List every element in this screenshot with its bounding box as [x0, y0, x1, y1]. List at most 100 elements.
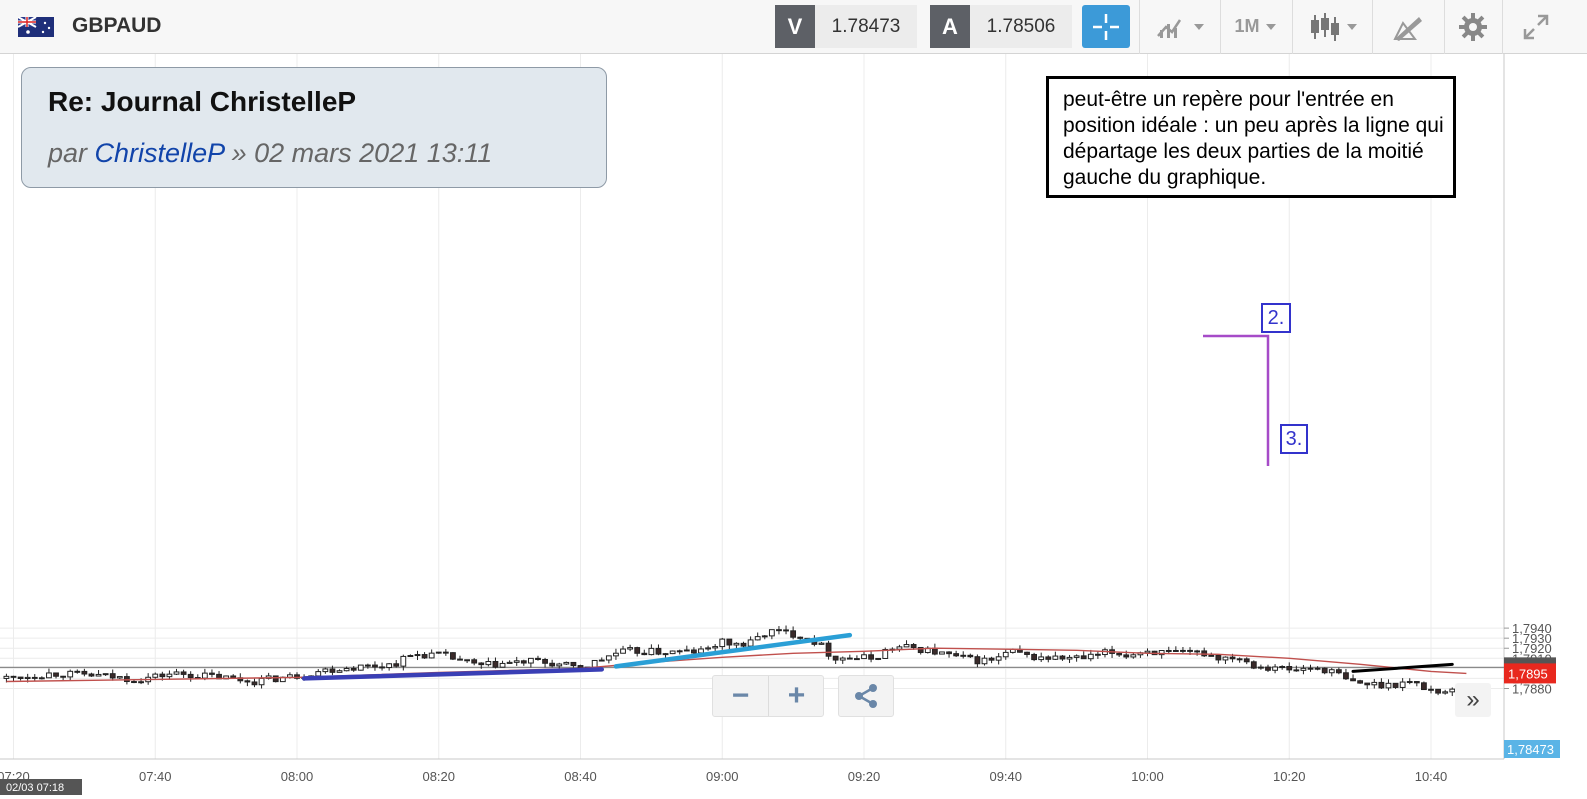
sell-price[interactable]: 1.78473	[815, 5, 917, 48]
x-tick-label: 07:40	[139, 769, 172, 784]
candle-body	[1024, 651, 1030, 655]
toolbar-divider	[1444, 0, 1445, 54]
ma-price-tag-bg	[1504, 663, 1556, 684]
candle-body	[1413, 681, 1420, 684]
candle-body	[733, 642, 740, 646]
last-price-tag: 1,78473	[1507, 742, 1554, 757]
candle-body	[1208, 654, 1215, 657]
candle-body	[1286, 666, 1293, 671]
ma-price-tag: 1,7895	[1508, 666, 1548, 681]
candle-body	[478, 662, 485, 666]
candle-body	[421, 654, 428, 659]
scroll-to-latest-button[interactable]: »	[1455, 683, 1491, 717]
toolbar-divider	[1502, 0, 1503, 54]
x-tick-label: 10:40	[1415, 769, 1448, 784]
candle-body	[457, 658, 463, 661]
candle-body	[3, 675, 10, 679]
candle-body	[683, 649, 690, 652]
candle-body	[1385, 682, 1392, 689]
drawing-tools-icon	[1393, 16, 1422, 41]
candle-body	[726, 638, 733, 646]
zoom-out-button[interactable]: −	[713, 676, 769, 716]
candle-body	[818, 642, 825, 645]
candle-body	[761, 635, 768, 638]
candle-body	[1300, 667, 1307, 671]
instrument-symbol[interactable]: GBPAUD	[72, 14, 162, 37]
trendline	[1351, 662, 1454, 673]
candle-body	[1406, 681, 1413, 684]
timeframe-label: 1M	[1234, 16, 1260, 36]
candle-body	[187, 673, 194, 679]
candle-body	[1272, 666, 1278, 671]
drawing-tools-button[interactable]	[1380, 5, 1436, 48]
post-title: Re: Journal ChristelleP	[48, 86, 357, 117]
candle-body	[244, 680, 251, 683]
candle-body	[655, 647, 662, 655]
crosshair-icon	[1093, 13, 1119, 40]
candle-body	[1130, 654, 1137, 658]
double-chevron-right-icon: »	[1466, 686, 1480, 713]
candle-body	[1116, 652, 1123, 656]
candle-body	[1449, 688, 1456, 693]
candle-body	[1052, 655, 1059, 660]
x-tick-label: 09:40	[989, 769, 1022, 784]
candle-body	[705, 647, 711, 650]
candle-body	[230, 675, 237, 679]
candle-body	[1031, 653, 1037, 661]
fullscreen-icon	[1523, 14, 1549, 39]
candle-body	[1045, 656, 1052, 660]
candle-body	[1307, 667, 1314, 670]
candle-body	[960, 654, 967, 657]
candle-body	[336, 670, 343, 673]
last-price-tag-bg	[1504, 740, 1560, 758]
candle-body	[102, 673, 109, 676]
candle-body	[1350, 678, 1356, 682]
candle-body	[1378, 681, 1385, 689]
zoom-controls: − +	[712, 675, 824, 717]
candle-body	[492, 660, 499, 668]
candle-body	[740, 642, 747, 647]
candle-body	[570, 661, 577, 667]
candle-body	[372, 664, 378, 668]
candle-body	[712, 646, 719, 649]
candle-body	[1066, 656, 1073, 660]
buy-price[interactable]: 1.78506	[970, 5, 1072, 48]
chart-type-button[interactable]	[1302, 5, 1364, 48]
candle-body	[1215, 654, 1222, 661]
crosshair-button[interactable]	[1082, 5, 1130, 48]
candle-body	[294, 674, 300, 679]
candle-body	[386, 663, 393, 669]
post-author-link[interactable]: ChristelleP	[94, 138, 225, 168]
x-tick-label: 10:00	[1131, 769, 1164, 784]
candle-body	[1250, 661, 1257, 669]
buy-button[interactable]: A	[930, 5, 970, 48]
candle-body	[776, 629, 782, 632]
candle-body	[24, 676, 31, 680]
zoom-in-button[interactable]: +	[787, 679, 806, 712]
candle-body	[159, 673, 166, 678]
candle-body	[591, 659, 598, 668]
indicators-icon	[1157, 18, 1182, 38]
candle-body	[180, 671, 187, 675]
share-button[interactable]	[838, 675, 894, 717]
candle-body	[109, 673, 116, 679]
trendline	[301, 667, 605, 681]
settings-button[interactable]	[1452, 5, 1494, 48]
candle-body	[662, 653, 669, 656]
fullscreen-button[interactable]	[1510, 5, 1562, 48]
candle-body	[38, 677, 45, 680]
y-tick-label: 1,7940	[1512, 621, 1552, 636]
candle-body	[1123, 654, 1130, 658]
indicators-button[interactable]	[1148, 5, 1212, 48]
timeframe-selector[interactable]: 1M	[1226, 5, 1284, 48]
candle-body	[1343, 672, 1349, 680]
candle-body	[60, 675, 67, 678]
candle-body	[1442, 691, 1449, 694]
candle-body	[698, 648, 704, 654]
sell-button[interactable]: V	[775, 5, 815, 48]
candle-body	[563, 661, 570, 665]
candle-body	[350, 667, 357, 671]
candle-body	[166, 673, 173, 678]
candle-body	[1357, 680, 1364, 684]
candle-body	[499, 662, 506, 668]
